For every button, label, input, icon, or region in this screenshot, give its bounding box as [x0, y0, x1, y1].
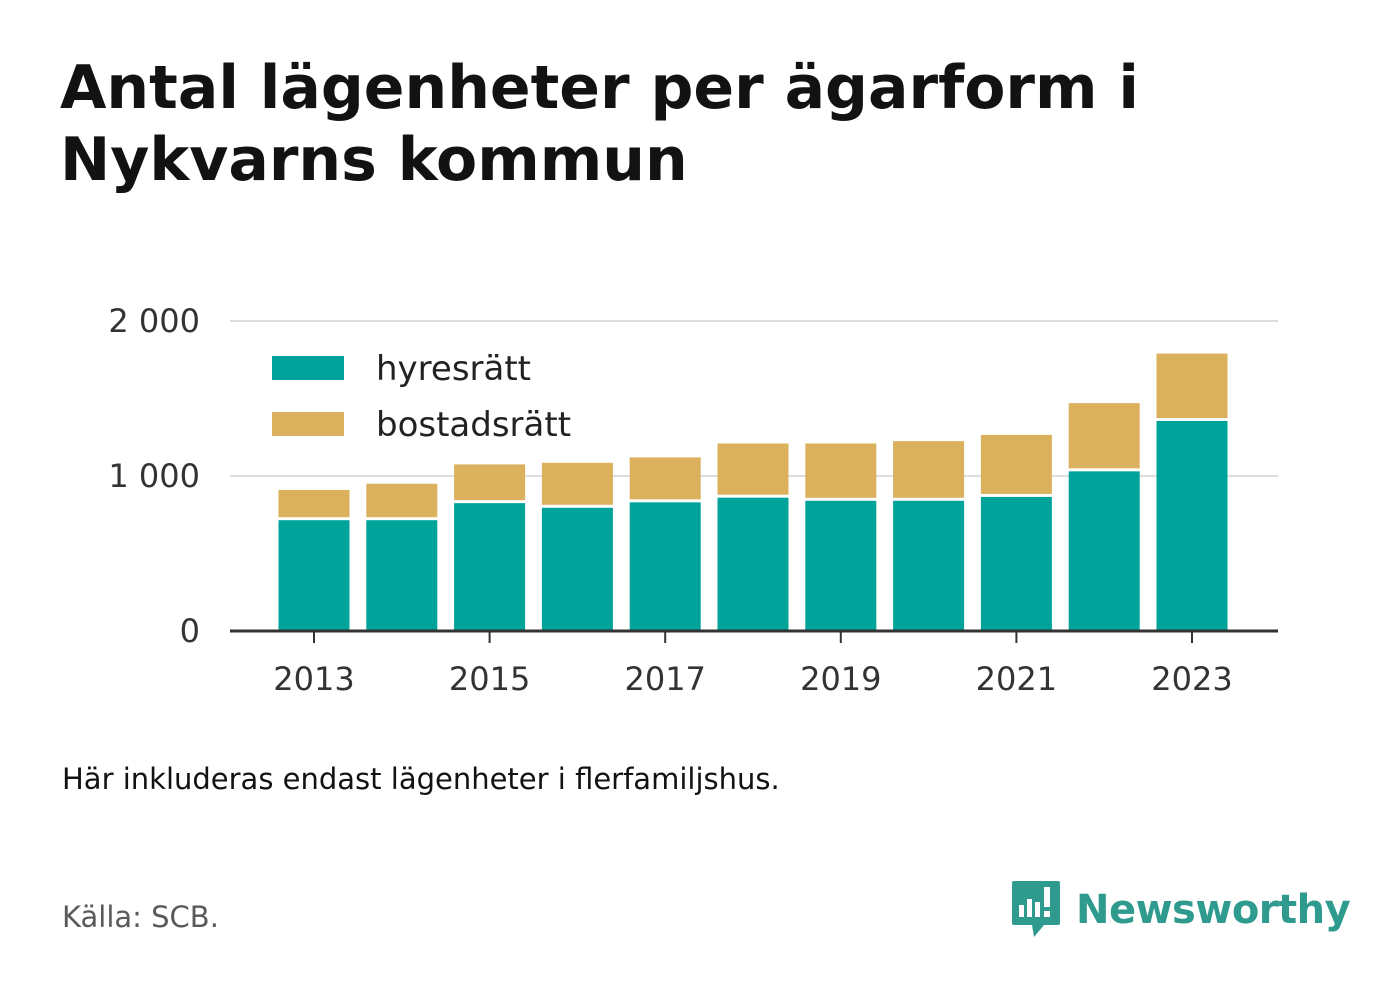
x-tick-label: 2017	[624, 660, 705, 698]
chart-title: Antal lägenheter per ägarform i Nykvarns…	[60, 53, 1139, 195]
bar-hyresratt-2023	[1156, 420, 1228, 631]
bar-hyresratt-2015	[454, 503, 526, 631]
bar-bostadsratt-2020	[893, 441, 965, 498]
bars	[278, 353, 1228, 631]
chart-note: Här inkluderas endast lägenheter i flerf…	[62, 762, 780, 796]
source-credit: Källa: SCB.	[62, 900, 219, 934]
bar-hyresratt-2021	[980, 496, 1052, 631]
bar-hyresratt-2020	[893, 500, 965, 631]
stacked-bar-chart: 0 1 000 2 000 2013 2015 2017 2019 2021 2023 hyre…	[108, 302, 1278, 698]
bar-bostadsratt-2019	[805, 443, 877, 498]
bar-hyresratt-2013	[278, 520, 350, 631]
bar-hyresratt-2018	[717, 497, 789, 631]
bar-bostadsratt-2016	[541, 462, 613, 505]
bar-bostadsratt-2018	[717, 443, 789, 495]
bar-hyresratt-2022	[1068, 471, 1140, 631]
x-tick-label: 2023	[1151, 660, 1232, 698]
bar-hyresratt-2016	[541, 507, 613, 631]
legend-label-bostadsratt: bostadsrätt	[376, 405, 571, 445]
newsworthy-logo: Newsworthy	[1010, 878, 1351, 942]
brand-name: Newsworthy	[1076, 887, 1351, 933]
bar-hyresratt-2017	[629, 502, 701, 631]
axes: 0 1 000 2 000 2013 2015 2017 2019 2021 2023	[108, 302, 1278, 698]
bar-hyresratt-2014	[366, 520, 438, 631]
legend-label-hyresratt: hyresrätt	[376, 349, 531, 389]
x-tick-label: 2019	[800, 660, 881, 698]
newsworthy-logo-icon	[1012, 881, 1060, 937]
y-tick-label: 2 000	[108, 302, 200, 340]
legend-swatch-bostadsratt	[272, 412, 344, 436]
bar-bostadsratt-2022	[1068, 403, 1140, 469]
y-tick-label: 1 000	[108, 457, 200, 495]
bar-bostadsratt-2014	[366, 483, 438, 518]
x-tick-label: 2015	[449, 660, 530, 698]
legend: hyresrätt bostadsrätt	[272, 349, 571, 445]
bar-bostadsratt-2015	[454, 464, 526, 501]
x-tick-label: 2013	[273, 660, 354, 698]
legend-swatch-hyresratt	[272, 356, 344, 380]
x-tick-label: 2021	[976, 660, 1057, 698]
bar-bostadsratt-2021	[980, 434, 1052, 494]
bar-bostadsratt-2013	[278, 489, 350, 518]
bar-bostadsratt-2023	[1156, 353, 1228, 418]
y-tick-label: 0	[180, 612, 200, 650]
bar-hyresratt-2019	[805, 500, 877, 631]
bar-bostadsratt-2017	[629, 457, 701, 500]
